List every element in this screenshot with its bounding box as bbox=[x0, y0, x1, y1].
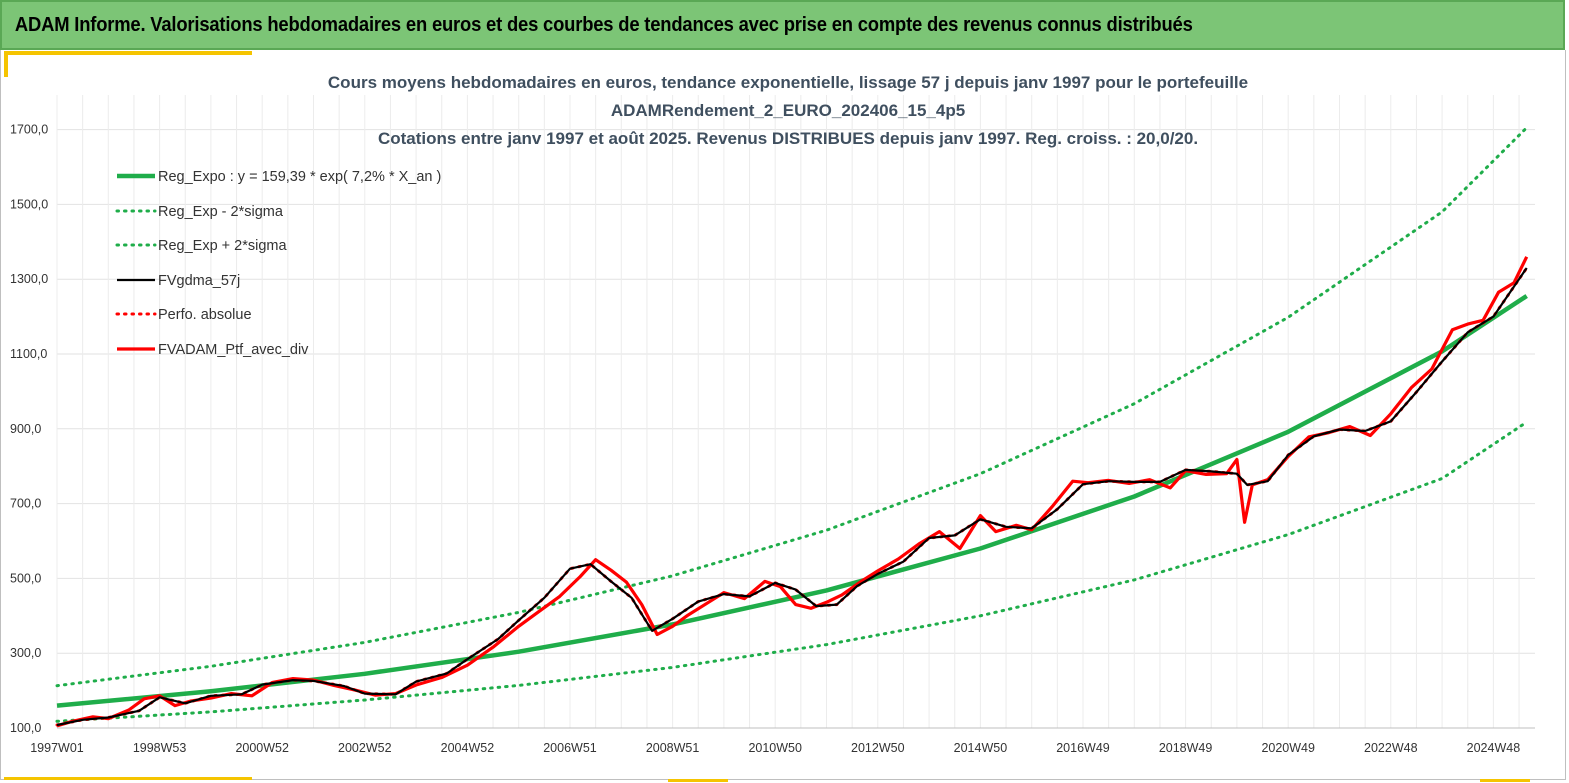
x-tick-label: 2022W48 bbox=[1364, 741, 1418, 755]
y-tick-label: 500,0 bbox=[10, 571, 41, 585]
y-tick-label: 1700,0 bbox=[10, 123, 48, 137]
x-tick-label: 2004W52 bbox=[441, 741, 495, 755]
series-line-3 bbox=[56, 267, 1528, 727]
x-tick-label: 2010W50 bbox=[748, 741, 802, 755]
x-tick-label: 2012W50 bbox=[851, 741, 905, 755]
legend-label: Reg_Exp - 2*sigma bbox=[158, 204, 284, 220]
chart-title-line-1: Cours moyens hebdomadaires en euros, ten… bbox=[328, 73, 1248, 92]
y-tick-label: 100,0 bbox=[10, 721, 41, 735]
x-tick-label: 2024W48 bbox=[1467, 741, 1521, 755]
y-tick-label: 900,0 bbox=[10, 422, 41, 436]
series-line-5 bbox=[56, 256, 1529, 728]
accent-bar-bottom-center bbox=[668, 779, 728, 782]
series-line-1 bbox=[55, 420, 1529, 723]
x-tick-label: 2006W51 bbox=[543, 741, 597, 755]
x-tick-label: 1997W01 bbox=[30, 741, 84, 755]
axes: 100,0 300,0 500,0 700,0 900,0 1100,0 1300,0 150… bbox=[10, 123, 1535, 755]
header-banner: ADAM Informe. Valorisations hebdomadaire… bbox=[0, 0, 1565, 50]
x-tick-label: 2008W51 bbox=[646, 741, 700, 755]
y-tick-label: 700,0 bbox=[10, 497, 41, 511]
series-line-4 bbox=[55, 266, 1529, 727]
legend-label: FVgdma_57j bbox=[158, 273, 240, 289]
y-tick-label: 1100,0 bbox=[10, 347, 47, 361]
legend-label: Reg_Expo : y = 159,39 * exp( 7,2% * X_an… bbox=[158, 169, 441, 185]
accent-bar-bottom-left bbox=[4, 777, 252, 780]
y-tick-label: 1300,0 bbox=[10, 272, 48, 286]
y-tick-label: 1500,0 bbox=[10, 197, 48, 211]
x-tick-label: 2000W52 bbox=[235, 741, 289, 755]
series-line-2 bbox=[55, 126, 1529, 688]
accent-bar-bottom-right bbox=[1480, 779, 1530, 782]
accent-bar-left bbox=[4, 51, 8, 77]
legend-label: Reg_Exp + 2*sigma bbox=[158, 238, 287, 254]
series-lines bbox=[55, 126, 1529, 728]
legend-label: Perfo. absolue bbox=[158, 307, 252, 323]
chart-frame bbox=[0, 50, 1566, 780]
accent-bar-top-left bbox=[4, 51, 252, 55]
chart-title-line-3: Cotations entre janv 1997 et août 2025. … bbox=[378, 129, 1198, 148]
x-tick-label: 2016W49 bbox=[1056, 741, 1110, 755]
x-tick-label: 2002W52 bbox=[338, 741, 392, 755]
chart-title-line-2: ADAMRendement_2_EURO_202406_15_4p5 bbox=[611, 101, 965, 120]
x-tick-label: 2014W50 bbox=[954, 741, 1008, 755]
y-tick-label: 300,0 bbox=[10, 646, 41, 660]
banner-title: ADAM Informe. Valorisations hebdomadaire… bbox=[14, 13, 1193, 36]
x-tick-label: 2018W49 bbox=[1159, 741, 1213, 755]
legend: Reg_Expo : y = 159,39 * exp( 7,2% * X_an… bbox=[115, 169, 441, 358]
legend-label: FVADAM_Ptf_avec_div bbox=[158, 342, 309, 358]
grid bbox=[56, 95, 1535, 729]
x-tick-label: 2020W49 bbox=[1261, 741, 1315, 755]
x-tick-label: 1998W53 bbox=[133, 741, 187, 755]
chart-title: Cours moyens hebdomadaires en euros, ten… bbox=[328, 73, 1248, 148]
